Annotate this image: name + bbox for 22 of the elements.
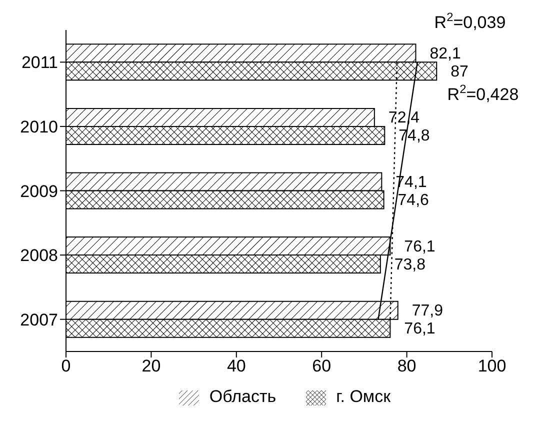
annotation: R$^{2}$=0,039 [434, 10, 506, 32]
x-tick-label: 20 [142, 356, 161, 376]
data-label: 76,1 [404, 238, 436, 256]
x-tick-label: 60 [312, 356, 332, 376]
data-label: 76,1 [404, 320, 436, 338]
data-label: 87 [450, 63, 469, 80]
y-tick-label: 2007 [20, 310, 58, 330]
data-label: 77,9 [412, 302, 444, 320]
data-label: 74,6 [398, 192, 430, 209]
data-label: 82,1 [430, 45, 461, 62]
x-tick-label: 40 [226, 356, 246, 376]
y-tick-label: 2008 [20, 246, 58, 266]
x-tick-label: 100 [478, 356, 506, 376]
x-tick-label: 80 [397, 356, 416, 376]
legend-label: г. Омск [336, 387, 391, 406]
annotation: R$^{2}$=0,428 [447, 82, 519, 104]
legend-label: Область [209, 387, 276, 406]
data-label: 73,8 [394, 256, 426, 274]
y-tick-label: 2010 [20, 117, 58, 136]
y-tick-label: 2011 [21, 53, 58, 72]
y-tick-label: 2009 [20, 182, 58, 201]
x-tick-label: 0 [61, 356, 71, 376]
